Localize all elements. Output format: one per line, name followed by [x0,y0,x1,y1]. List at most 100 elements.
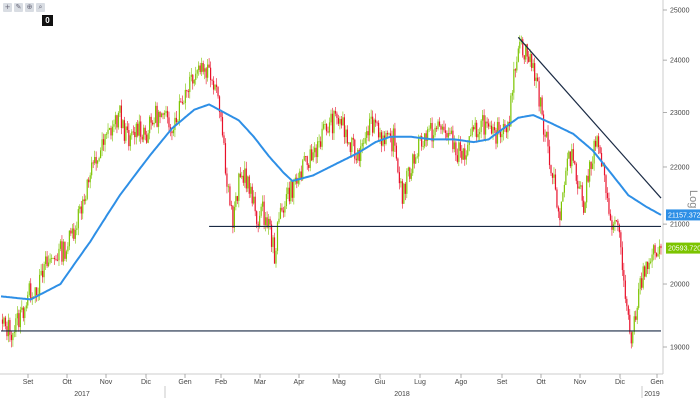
candle [195,66,197,85]
candle [279,203,282,220]
candle [581,182,583,207]
candle [236,195,238,205]
x-tick-label: Set [497,379,508,386]
candle [160,112,163,118]
candle [18,309,20,332]
candle [657,247,659,258]
candle [636,305,638,325]
candle [360,139,362,168]
candle [116,114,118,134]
candle [254,191,256,217]
x-tick-label: Dic [141,379,152,386]
candle [578,180,580,190]
candle [144,125,146,141]
candle [649,258,652,265]
candle [551,172,554,185]
candle [339,116,341,130]
candle [223,131,225,145]
candle [267,214,270,235]
candle [321,121,323,151]
candle [337,114,340,127]
x-year-label: 2017 [74,391,90,398]
candle [238,172,240,208]
candle [351,136,353,158]
candle [525,44,527,63]
candle [82,196,84,220]
candle [476,120,478,143]
candle [424,133,426,149]
candle [153,117,155,128]
candle [545,131,548,138]
x-tick-label: Ott [536,379,545,386]
candle [233,201,235,233]
x-tick-label: Gen [650,379,663,386]
draw-icon[interactable]: ✎ [14,3,23,12]
candle [24,306,26,325]
last-price-badge: 20593.7207 [666,242,700,254]
candle [541,95,543,116]
candle [61,235,63,265]
candle [583,196,585,215]
candle [49,253,51,265]
candle [269,216,271,230]
candle [513,61,515,100]
candle [199,62,201,75]
candle [437,119,439,131]
candle [553,167,555,185]
candle [135,122,137,145]
candle [15,313,17,337]
candle [462,147,464,160]
candle [377,120,380,141]
candle [327,126,329,134]
candle [431,117,433,148]
candle [211,78,213,85]
candle [614,216,616,232]
candle [114,111,117,130]
crosshair-icon[interactable]: + [3,3,12,12]
candle [86,178,88,201]
candle [107,123,109,139]
candle [483,109,485,141]
candle [660,243,662,255]
candle [589,159,591,188]
ma-value-badge-text: 21157.3720 [668,212,700,219]
candle [74,225,76,244]
candle [325,123,328,136]
candle [354,138,356,164]
candle [435,125,438,132]
candle [65,249,68,262]
candle [429,117,432,131]
candle [264,211,267,232]
x-tick-label: Nov [100,379,113,386]
candle [606,187,609,202]
zoom-in-icon[interactable]: ⊕ [25,3,34,12]
candle [415,154,417,164]
candle [21,300,23,313]
candle [397,157,399,174]
candle [141,134,143,143]
x-year-label: 2019 [644,391,660,398]
candle [468,136,470,152]
candle [204,64,206,80]
candle [477,128,479,142]
candle [434,123,436,138]
search-icon[interactable]: ⌕ [36,3,45,12]
candle [171,130,173,141]
candle [290,178,292,204]
candle [453,135,455,153]
candle [183,100,185,105]
candle [288,181,290,205]
candle [68,230,70,251]
y-tick-label: 25000 [670,8,690,15]
candle [529,49,531,67]
candle [342,111,344,126]
count-badge[interactable]: 0 [42,15,53,26]
candle [89,172,91,189]
candle [287,182,289,200]
y-tick-label: 19000 [670,345,690,352]
candle [413,151,415,169]
candle [262,195,264,212]
candle [531,53,533,72]
candle [580,181,582,190]
